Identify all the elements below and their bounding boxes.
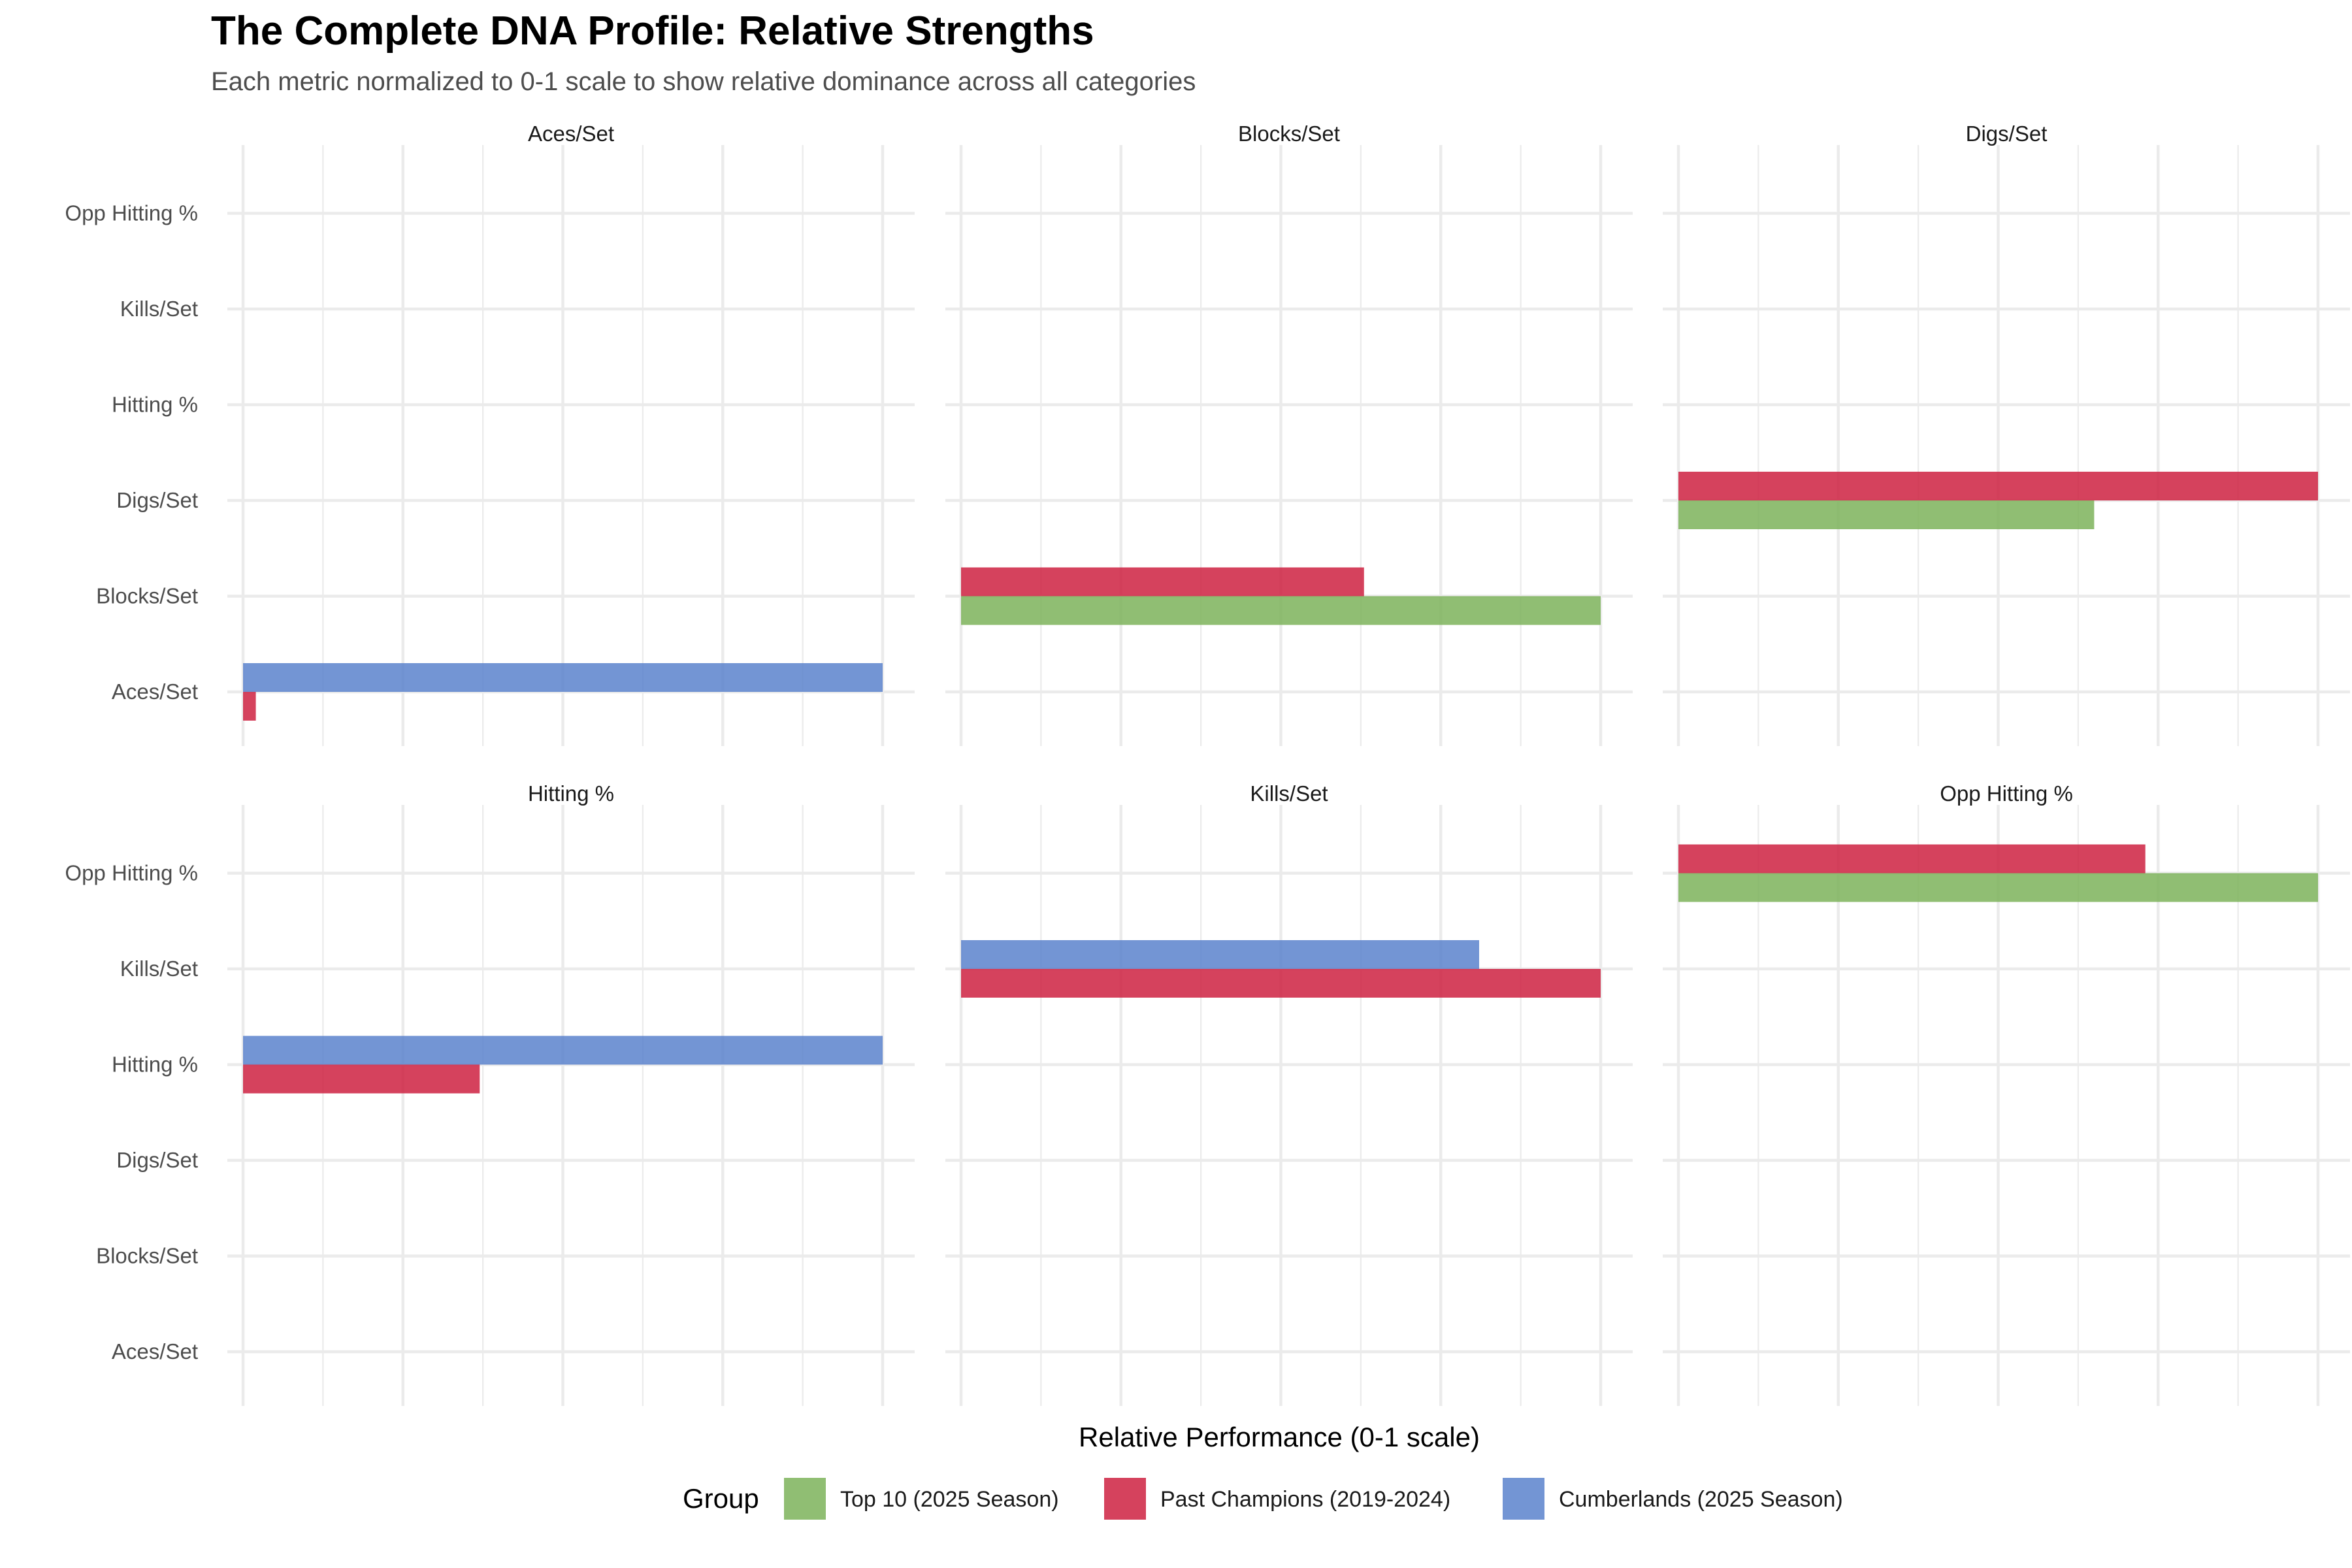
bar-past-champions-2019-2024 [961,969,1601,998]
legend-item-cumberlands-2025-season: Cumberlands (2025 Season) [1503,1478,1843,1520]
panel-digs-set: Digs/Set [1663,122,2350,746]
y-tick-label: Hitting % [112,393,198,417]
panels: Aces/SetAces/SetBlocks/SetDigs/SetHittin… [65,122,2350,1406]
panel-kills-set: Kills/Set [945,781,1633,1406]
y-tick-label: Opp Hitting % [65,861,198,885]
x-axis-title: Relative Performance (0-1 scale) [1079,1422,1480,1452]
bar-past-champions-2019-2024 [1678,472,2318,500]
panel-title: Hitting % [528,781,614,806]
panel-title: Aces/Set [528,122,614,146]
bar-past-champions-2019-2024 [243,1064,480,1094]
y-tick-label: Kills/Set [120,297,198,321]
legend-item-top-10-2025-season: Top 10 (2025 Season) [784,1478,1059,1520]
panel-title: Digs/Set [1966,122,2048,146]
y-tick-label: Blocks/Set [96,584,198,608]
chart-title: The Complete DNA Profile: Relative Stren… [211,8,1094,54]
legend-item-past-champions-2019-2024: Past Champions (2019-2024) [1104,1478,1450,1520]
y-tick-label: Aces/Set [112,679,198,704]
panel-opp-hitting: Opp Hitting % [1663,781,2350,1406]
bar-cumberlands-2025-season [243,663,883,692]
panel-title: Opp Hitting % [1940,781,2073,806]
bar-past-champions-2019-2024 [1678,844,2146,874]
bar-top-10-2025-season [961,596,1601,625]
bar-cumberlands-2025-season [243,1036,883,1065]
y-tick-label: Opp Hitting % [65,201,198,225]
y-tick-label: Hitting % [112,1053,198,1077]
panel-hitting: Hitting % Aces/Set Blocks/Set Digs/Set Hitti… [65,781,915,1406]
legend-label: Past Champions (2019-2024) [1160,1487,1450,1512]
bar-top-10-2025-season [1678,500,2095,529]
legend-label: Top 10 (2025 Season) [840,1487,1059,1512]
chart-subtitle: Each metric normalized to 0-1 scale to s… [211,67,1196,96]
y-tick-label: Aces/Set [112,1339,198,1364]
bar-past-champions-2019-2024 [961,567,1364,596]
bar-past-champions-2019-2024 [243,692,256,721]
legend-swatch [1104,1478,1146,1520]
y-tick-label: Digs/Set [116,488,198,512]
panel-title: Kills/Set [1250,781,1328,806]
legend-swatch [784,1478,826,1520]
legend-title: Group [683,1483,759,1514]
legend: Group Top 10 (2025 Season) Past Champions … [683,1478,1843,1520]
legend-swatch [1503,1478,1544,1520]
y-tick-label: Blocks/Set [96,1244,198,1268]
bar-top-10-2025-season [1678,873,2318,902]
legend-label: Cumberlands (2025 Season) [1559,1487,1843,1512]
panel-title: Blocks/Set [1238,122,1340,146]
bar-cumberlands-2025-season [961,940,1479,969]
y-tick-label: Digs/Set [116,1148,198,1172]
y-tick-label: Kills/Set [120,956,198,981]
panel-blocks-set: Blocks/Set [945,122,1633,746]
panel-aces-set: Aces/Set Aces/Set Blocks/Set Digs/Set Hittin… [65,122,915,746]
